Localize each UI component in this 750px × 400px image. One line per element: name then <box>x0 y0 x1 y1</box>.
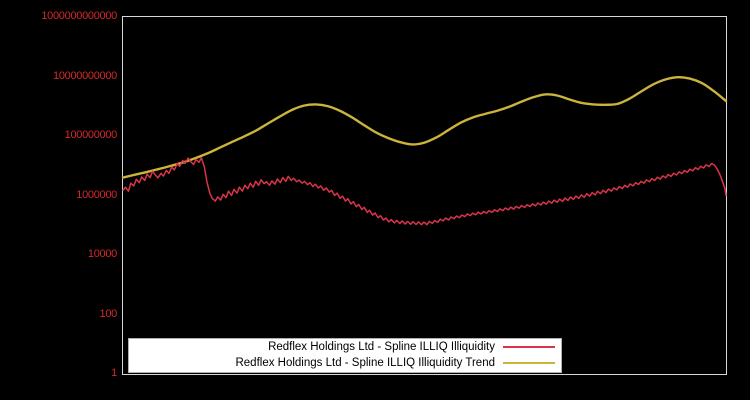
line-swatch-red-icon <box>503 346 555 348</box>
line-swatch-yellow-icon <box>503 362 555 364</box>
y-tick-label: 100 <box>99 307 118 320</box>
series-line-illiquidity <box>122 157 727 226</box>
legend-entry-illiquidity-trend[interactable]: Redflex Holdings Ltd - Spline ILLIQ Illi… <box>129 355 561 371</box>
chart-legend[interactable]: Redflex Holdings Ltd - Spline ILLIQ Illi… <box>128 338 562 373</box>
y-tick-label: 1000000000000 <box>41 10 117 22</box>
y-tick-label: 1000000 <box>76 188 117 201</box>
y-tick-label: 10000 <box>87 248 117 260</box>
legend-label-illiquidity: Redflex Holdings Ltd - Spline ILLIQ Illi… <box>268 341 495 353</box>
series-group <box>121 75 728 226</box>
legend-entry-illiquidity[interactable]: Redflex Holdings Ltd - Spline ILLIQ Illi… <box>129 339 561 355</box>
y-tick-label: 100000000 <box>64 129 118 141</box>
series-line-illiquidity-trend <box>121 75 728 179</box>
legend-label-illiquidity-trend: Redflex Holdings Ltd - Spline ILLIQ Illi… <box>235 357 495 369</box>
y-tick-label: 10000000000 <box>53 69 117 82</box>
y-tick-label: 1 <box>111 367 117 379</box>
